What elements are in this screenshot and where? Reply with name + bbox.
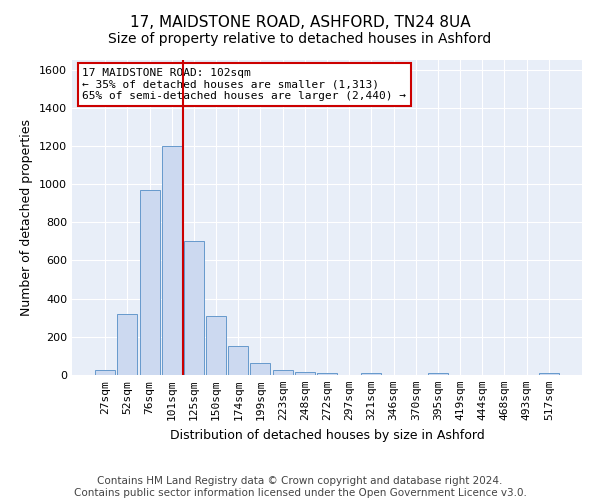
Bar [428,373,448,375]
Bar [140,190,160,375]
Bar [228,346,248,375]
Bar [295,372,315,375]
Y-axis label: Number of detached properties: Number of detached properties [20,119,34,316]
Text: Size of property relative to detached houses in Ashford: Size of property relative to detached ho… [109,32,491,46]
Bar [272,370,293,375]
Bar [250,362,271,375]
Bar [539,373,559,375]
Bar [118,314,137,375]
Bar [184,242,204,375]
Bar [162,146,182,375]
X-axis label: Distribution of detached houses by size in Ashford: Distribution of detached houses by size … [170,428,484,442]
Bar [95,370,115,375]
Text: 17 MAIDSTONE ROAD: 102sqm
← 35% of detached houses are smaller (1,313)
65% of se: 17 MAIDSTONE ROAD: 102sqm ← 35% of detac… [82,68,406,101]
Bar [317,373,337,375]
Bar [206,316,226,375]
Text: 17, MAIDSTONE ROAD, ASHFORD, TN24 8UA: 17, MAIDSTONE ROAD, ASHFORD, TN24 8UA [130,15,470,30]
Text: Contains HM Land Registry data © Crown copyright and database right 2024.
Contai: Contains HM Land Registry data © Crown c… [74,476,526,498]
Bar [361,373,382,375]
